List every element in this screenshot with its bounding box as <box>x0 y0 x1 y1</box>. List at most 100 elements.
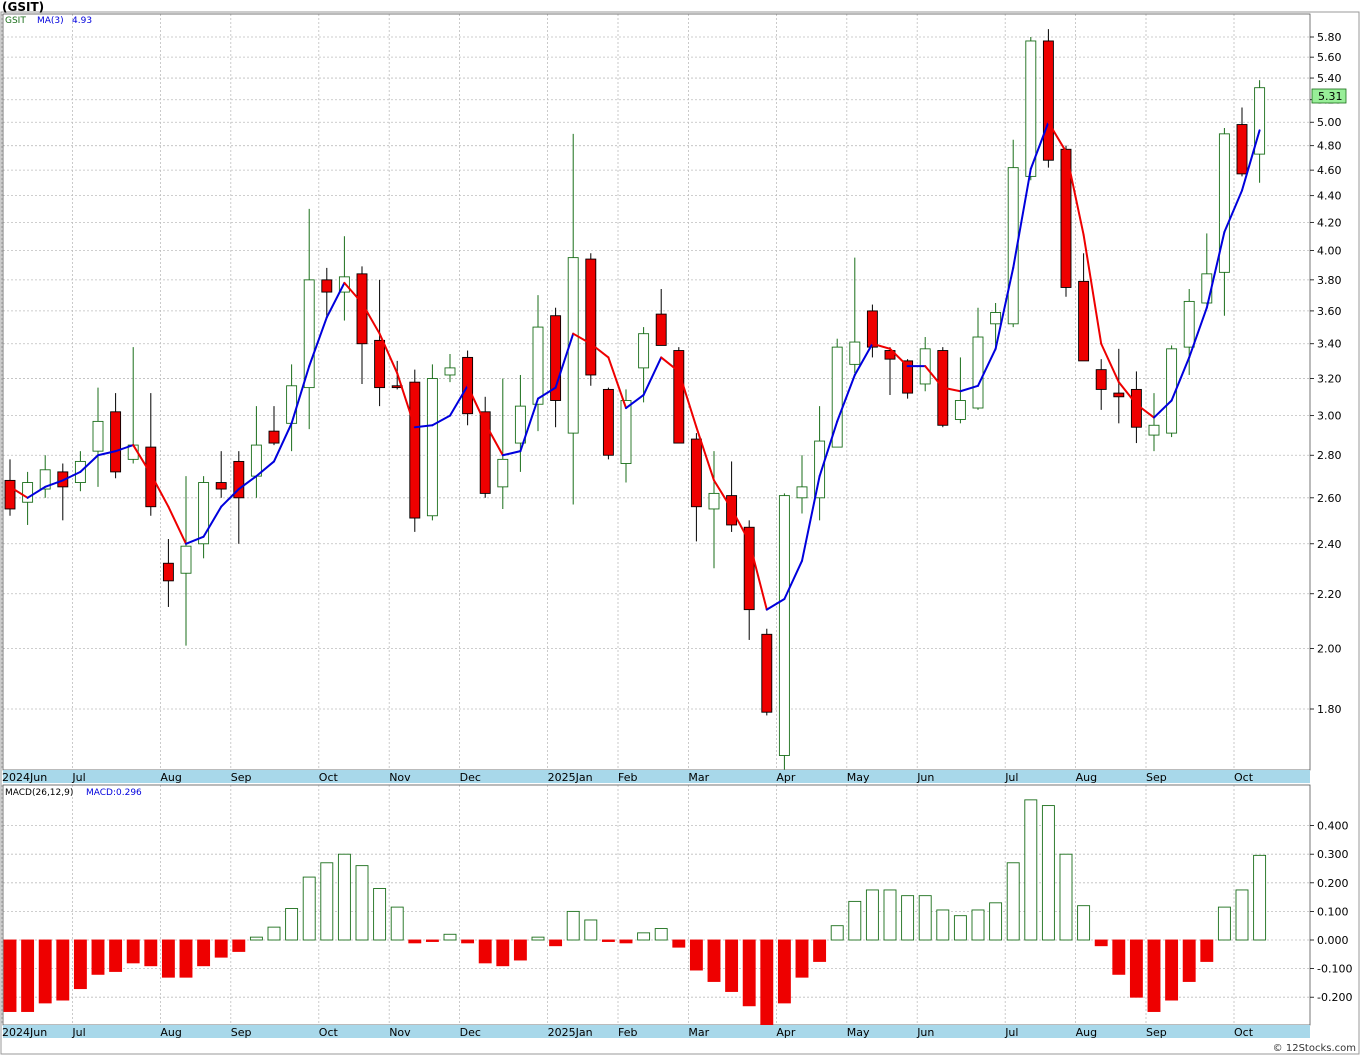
candle <box>1113 348 1125 424</box>
last-price-marker: 5.31 <box>1311 88 1347 104</box>
ma-line-segment <box>185 535 205 545</box>
macd-grid <box>2 784 1311 1026</box>
candle <box>1148 393 1160 452</box>
candle <box>1042 29 1054 168</box>
date-tick-label: 2025Jan <box>548 1026 593 1039</box>
macd-bar-negative <box>795 939 809 978</box>
ma-line-segment <box>26 485 47 499</box>
candle <box>92 387 104 487</box>
ma-line-segment <box>1188 306 1208 359</box>
candle-body-up <box>990 312 1002 325</box>
candle <box>972 307 984 410</box>
macd-bar-positive <box>249 936 263 941</box>
candle-body-up <box>708 492 720 510</box>
price-tick-label: 2.20 <box>1317 588 1342 601</box>
macd-bar-positive <box>865 889 879 941</box>
candle <box>866 304 878 358</box>
candle-body-up <box>426 378 438 517</box>
price-tick-label: 5.40 <box>1317 72 1342 85</box>
macd-bar-negative <box>109 939 123 972</box>
candle <box>356 266 368 384</box>
macd-bar-negative <box>144 939 158 967</box>
ma-line-segment <box>924 365 944 389</box>
candle <box>39 455 51 498</box>
candle <box>620 389 632 483</box>
macd-bar-positive <box>337 853 351 941</box>
candle-body-up <box>1166 348 1178 434</box>
candle-body-down <box>1130 388 1142 428</box>
ma-line-segment <box>1117 381 1138 406</box>
legend-macd-label: MACD(26,12,9) <box>5 788 73 798</box>
candle <box>532 295 544 432</box>
candle-body-down <box>321 279 333 293</box>
date-tick-label: Dec <box>460 771 481 784</box>
macd-bar-positive <box>1006 862 1020 941</box>
macd-bar-positive <box>267 926 281 941</box>
macd-bar-negative <box>601 939 615 942</box>
candle <box>814 406 826 521</box>
macd-bar-negative <box>1182 939 1196 982</box>
date-tick-label: Oct <box>319 1026 339 1039</box>
candle-body-up <box>497 458 509 488</box>
ma-line-segment <box>114 444 135 453</box>
date-tick-label: Jul <box>1004 1026 1018 1039</box>
date-tick-label: Sep <box>231 771 252 784</box>
macd-bar-negative <box>1165 939 1179 1001</box>
macd-bar-positive <box>936 909 950 941</box>
candle-body-down <box>602 388 614 456</box>
macd-bar-negative <box>619 939 633 944</box>
legend-ma-value: 4.93 <box>72 16 92 26</box>
candle <box>479 396 491 498</box>
ma-line-segment <box>396 372 416 429</box>
ma-line-segment <box>237 475 258 491</box>
macd-bar-negative <box>742 939 756 1007</box>
ma-line-segment <box>413 424 434 429</box>
candle-body-down <box>233 460 245 499</box>
ma-line-segment <box>801 475 821 562</box>
ma-line-segment <box>1047 121 1067 153</box>
candle-body-up <box>567 257 579 434</box>
candle <box>321 267 333 318</box>
candle-body-down <box>268 430 280 444</box>
ma-line-segment <box>9 485 29 499</box>
ma-line-segment <box>149 473 170 508</box>
candle <box>1236 107 1248 177</box>
ma-line-segment <box>79 454 99 473</box>
ma-line-segment <box>97 450 117 457</box>
ma-line-segment <box>1135 403 1155 419</box>
date-tick-label: Nov <box>389 1026 411 1039</box>
candle <box>497 378 509 509</box>
ma-line-segment <box>519 397 539 453</box>
date-tick-label: Aug <box>1076 1026 1097 1039</box>
price-tick-label: 2.40 <box>1317 538 1342 551</box>
candle-body-down <box>761 633 773 713</box>
price-grid <box>1 13 1311 1025</box>
candle-body-up <box>849 341 861 365</box>
macd-bar-negative <box>725 939 739 992</box>
ma-line-segment <box>484 422 504 457</box>
macd-bar-positive <box>883 889 897 941</box>
price-date-axis: 2024Jun Jul Aug Sep Oct Nov Dec 2025Jan Feb Mar Ap… <box>2 771 1254 784</box>
ma-line-segment <box>554 332 575 389</box>
candle-body-up <box>638 333 650 369</box>
candle-body-down <box>1236 124 1248 175</box>
macd-bar-negative <box>179 939 193 978</box>
candle-body-up <box>286 385 298 424</box>
last-price-label: 5.31 <box>1318 90 1343 103</box>
ma-line-segment <box>61 470 82 482</box>
ma-line-segment <box>1241 129 1261 192</box>
date-tick-label: Sep <box>1146 1026 1167 1039</box>
macd-bar-positive <box>901 895 915 941</box>
ma-line-segment <box>1082 233 1103 345</box>
macd-bar-negative <box>689 939 703 971</box>
macd-bar-positive <box>830 925 844 941</box>
date-tick-label: 2024Jun <box>2 771 47 784</box>
ma-line-segment <box>255 460 275 478</box>
candle <box>1060 145 1072 297</box>
candle <box>638 327 650 403</box>
macd-bar-negative <box>425 939 439 942</box>
price-tick-label: 4.00 <box>1317 244 1342 257</box>
chart-outer-frame <box>0 11 1360 1055</box>
macd-bar-positive <box>443 933 457 941</box>
candle-body-up <box>1183 300 1195 348</box>
